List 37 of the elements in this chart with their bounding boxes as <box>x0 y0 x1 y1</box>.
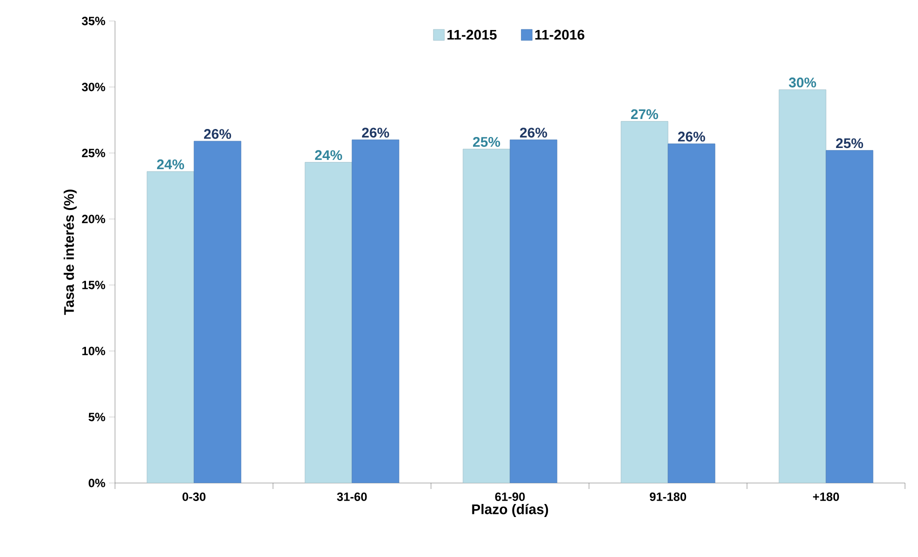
bar <box>620 121 668 483</box>
data-label: 26% <box>204 129 232 139</box>
y-tick-label: 0% <box>88 478 106 488</box>
y-tick-label: 25% <box>82 148 106 158</box>
data-label: 30% <box>788 78 816 88</box>
data-label: 26% <box>520 128 548 138</box>
data-label: 25% <box>836 138 864 148</box>
y-tick-label: 10% <box>82 346 106 356</box>
y-tick-label: 35% <box>82 16 106 26</box>
bar <box>352 140 400 483</box>
x-tick-label: 61-90 <box>495 492 525 501</box>
bar <box>668 144 716 483</box>
y-tick-label: 30% <box>82 82 106 92</box>
legend-label: 11-2015 <box>447 30 497 40</box>
x-tick-label: 91-180 <box>650 492 686 501</box>
x-tick-label: 31-60 <box>336 492 367 502</box>
data-label: 24% <box>315 150 342 160</box>
bar <box>194 140 242 483</box>
bar <box>778 89 826 483</box>
bar <box>462 148 510 483</box>
data-label: 24% <box>157 159 184 170</box>
y-axis-title: Tasa de interés (%) <box>64 190 77 315</box>
data-label: 27% <box>631 109 658 120</box>
data-label: 25% <box>473 136 500 147</box>
x-tick-label: +180 <box>813 492 839 501</box>
bar <box>826 150 874 483</box>
data-label: 26% <box>678 132 706 142</box>
x-tick-label: 0-30 <box>182 492 206 502</box>
bar <box>304 162 352 483</box>
data-label: 26% <box>362 128 390 138</box>
bar <box>510 140 558 483</box>
y-tick-label: 15% <box>82 280 106 290</box>
y-tick-label: 5% <box>88 412 106 422</box>
x-axis-title: Plazo (días) <box>472 504 548 517</box>
legend-label: 11-2016 <box>535 30 584 40</box>
bar <box>146 171 194 483</box>
y-tick-label: 20% <box>82 214 106 224</box>
